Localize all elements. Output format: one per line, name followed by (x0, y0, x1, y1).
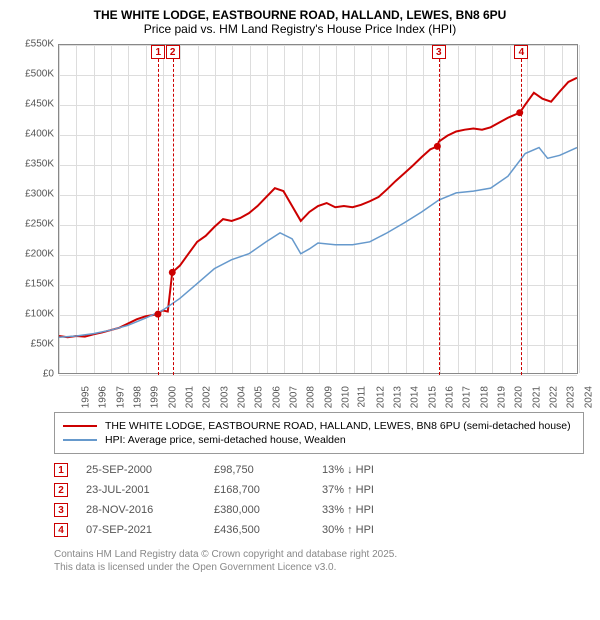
transaction-date: 23-JUL-2001 (86, 484, 196, 496)
chart-container: THE WHITE LODGE, EASTBOURNE ROAD, HALLAN… (0, 0, 600, 582)
table-row: 4 07-SEP-2021 £436,500 30% ↑ HPI (54, 520, 584, 540)
x-axis-label: 2023 (566, 386, 577, 408)
x-axis-label: 2014 (410, 386, 421, 408)
x-axis-label: 2001 (184, 386, 195, 408)
x-axis-label: 1999 (150, 386, 161, 408)
x-axis-label: 2017 (462, 386, 473, 408)
y-axis-label: £50K (31, 339, 54, 350)
transaction-hpi: 13% ↓ HPI (322, 464, 412, 476)
table-row: 2 23-JUL-2001 £168,700 37% ↑ HPI (54, 480, 584, 500)
transaction-price: £436,500 (214, 524, 304, 536)
chart-title: THE WHITE LODGE, EASTBOURNE ROAD, HALLAN… (8, 8, 592, 22)
footnote: Contains HM Land Registry data © Crown c… (54, 548, 592, 574)
transaction-hpi: 33% ↑ HPI (322, 504, 412, 516)
x-axis-label: 2006 (271, 386, 282, 408)
series-line-hpi (59, 148, 577, 338)
marker-line (158, 59, 159, 375)
footnote-line: Contains HM Land Registry data © Crown c… (54, 548, 592, 561)
gridline-vertical (579, 45, 580, 373)
table-row: 1 25-SEP-2000 £98,750 13% ↓ HPI (54, 460, 584, 480)
y-axis-label: £300K (25, 189, 54, 200)
y-axis-label: £400K (25, 129, 54, 140)
plot-region: 12 3 4 (58, 44, 578, 374)
marker-box-3: 3 (432, 45, 446, 59)
transaction-price: £98,750 (214, 464, 304, 476)
x-axis-label: 2008 (306, 386, 317, 408)
x-axis-label: 1997 (115, 386, 126, 408)
x-axis-label: 1995 (80, 386, 91, 408)
legend-swatch (63, 439, 97, 441)
price-dot (434, 143, 441, 150)
x-axis-label: 2024 (583, 386, 594, 408)
footnote-line: This data is licensed under the Open Gov… (54, 561, 592, 574)
transaction-table: 1 25-SEP-2000 £98,750 13% ↓ HPI 2 23-JUL-2001… (54, 460, 584, 540)
x-axis-label: 2021 (531, 386, 542, 408)
y-axis-label: £550K (25, 39, 54, 50)
transaction-marker: 3 (54, 503, 68, 517)
legend-row: THE WHITE LODGE, EASTBOURNE ROAD, HALLAN… (63, 419, 575, 433)
transaction-date: 28-NOV-2016 (86, 504, 196, 516)
y-axis-label: £100K (25, 309, 54, 320)
x-axis-label: 1998 (132, 386, 143, 408)
transaction-hpi: 30% ↑ HPI (322, 524, 412, 536)
x-axis-label: 2020 (514, 386, 525, 408)
legend-label: HPI: Average price, semi-detached house,… (105, 434, 346, 446)
transaction-date: 25-SEP-2000 (86, 464, 196, 476)
transaction-price: £380,000 (214, 504, 304, 516)
transaction-date: 07-SEP-2021 (86, 524, 196, 536)
marker-line (439, 59, 440, 375)
table-row: 3 28-NOV-2016 £380,000 33% ↑ HPI (54, 500, 584, 520)
transaction-marker: 2 (54, 483, 68, 497)
x-axis-label: 2019 (496, 386, 507, 408)
marker-box-2: 2 (166, 45, 180, 59)
y-axis-label: £150K (25, 279, 54, 290)
legend-row: HPI: Average price, semi-detached house,… (63, 433, 575, 447)
x-axis-label: 2013 (392, 386, 403, 408)
x-axis-label: 2007 (288, 386, 299, 408)
x-axis-label: 2022 (548, 386, 559, 408)
x-axis-label: 2018 (479, 386, 490, 408)
x-axis-label: 2003 (219, 386, 230, 408)
x-axis-label: 2002 (202, 386, 213, 408)
x-axis-label: 2012 (375, 386, 386, 408)
y-axis-label: £0 (43, 369, 54, 380)
transaction-marker: 1 (54, 463, 68, 477)
transaction-price: £168,700 (214, 484, 304, 496)
x-axis-label: 2004 (236, 386, 247, 408)
marker-line (521, 59, 522, 375)
y-axis-label: £250K (25, 219, 54, 230)
x-axis-label: 2016 (444, 386, 455, 408)
legend-swatch (63, 425, 97, 427)
chart-area: 12 3 4 £0 £50K £100K £150K £200K £250K £300K £350… (8, 44, 588, 404)
marker-line (173, 59, 174, 375)
marker-box-1: 1 (151, 45, 165, 59)
y-axis-label: £500K (25, 69, 54, 80)
x-axis-label: 2000 (167, 386, 178, 408)
chart-subtitle: Price paid vs. HM Land Registry's House … (8, 22, 592, 36)
transaction-hpi: 37% ↑ HPI (322, 484, 412, 496)
y-axis-label: £200K (25, 249, 54, 260)
x-axis-label: 1996 (98, 386, 109, 408)
x-axis-label: 2005 (254, 386, 265, 408)
x-axis-label: 2009 (323, 386, 334, 408)
gridline-horizontal (59, 375, 577, 376)
legend-label: THE WHITE LODGE, EASTBOURNE ROAD, HALLAN… (105, 420, 571, 432)
x-axis-label: 2010 (340, 386, 351, 408)
chart-lines (59, 45, 577, 373)
series-line-property (59, 78, 577, 337)
transaction-marker: 4 (54, 523, 68, 537)
x-axis-label: 2015 (427, 386, 438, 408)
legend: THE WHITE LODGE, EASTBOURNE ROAD, HALLAN… (54, 412, 584, 454)
y-axis-label: £350K (25, 159, 54, 170)
x-axis-label: 2011 (357, 386, 368, 408)
marker-box-4: 4 (514, 45, 528, 59)
y-axis-label: £450K (25, 99, 54, 110)
